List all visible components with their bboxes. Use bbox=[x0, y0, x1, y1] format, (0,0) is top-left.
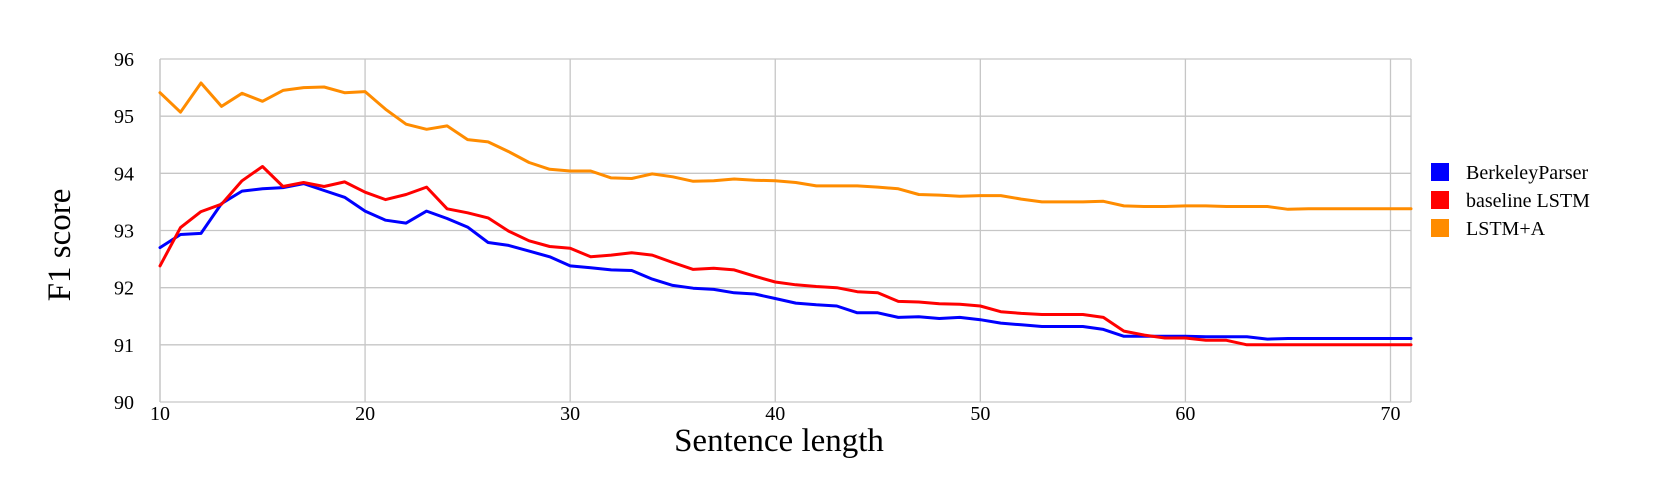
legend: BerkeleyParser baseline LSTM LSTM+A bbox=[1431, 162, 1590, 240]
legend-label-lstm-a: LSTM+A bbox=[1466, 218, 1546, 240]
series-line-lstm-a bbox=[158, 81, 1413, 211]
x-tick-label: 30 bbox=[560, 403, 580, 425]
y-tick-label: 90 bbox=[114, 392, 134, 414]
y-tick-labels: 90 91 92 93 94 95 96 bbox=[114, 49, 134, 414]
y-tick-label: 94 bbox=[114, 163, 134, 185]
y-tick-label: 96 bbox=[114, 49, 134, 71]
x-tick-label: 20 bbox=[355, 403, 375, 425]
series-lines bbox=[158, 81, 1413, 347]
x-tick-label: 40 bbox=[765, 403, 785, 425]
y-axis-title: F1 score bbox=[42, 189, 78, 302]
legend-label-berkeleyparser: BerkeleyParser bbox=[1466, 162, 1589, 184]
x-tick-label: 10 bbox=[150, 403, 170, 425]
y-tick-label: 91 bbox=[114, 335, 134, 357]
y-tick-label: 95 bbox=[114, 106, 134, 128]
x-axis-title: Sentence length bbox=[674, 423, 884, 459]
legend-swatch-baseline-lstm bbox=[1431, 191, 1449, 209]
x-tick-label: 60 bbox=[1175, 403, 1195, 425]
series-line-berkeleyparser bbox=[158, 182, 1413, 341]
y-tick-label: 93 bbox=[114, 221, 134, 243]
gridlines bbox=[159, 58, 1412, 403]
x-tick-label: 50 bbox=[970, 403, 990, 425]
legend-swatch-berkeleyparser bbox=[1431, 163, 1449, 181]
x-tick-label: 70 bbox=[1380, 403, 1400, 425]
legend-label-baseline-lstm: baseline LSTM bbox=[1466, 190, 1590, 212]
x-tick-labels: 10 20 30 40 50 60 70 bbox=[150, 403, 1400, 425]
y-tick-label: 92 bbox=[114, 278, 134, 300]
legend-swatch-lstm-a bbox=[1431, 219, 1449, 237]
series-line-baseline-lstm bbox=[158, 165, 1413, 347]
